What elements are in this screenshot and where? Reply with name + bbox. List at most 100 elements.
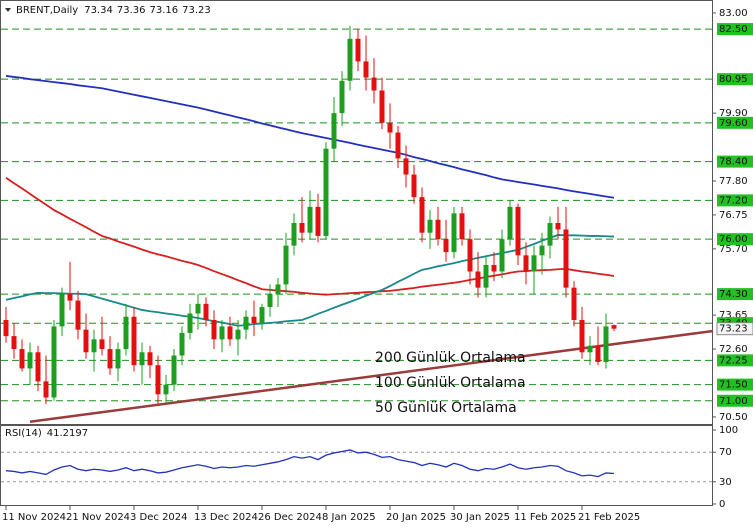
level-label: 79.60 bbox=[719, 118, 748, 129]
rsi-panel bbox=[0, 425, 713, 506]
candle-body bbox=[123, 316, 129, 350]
x-tick-label: 11 Feb 2025 bbox=[514, 512, 576, 523]
candle-body bbox=[75, 300, 81, 330]
level-label: 77.20 bbox=[719, 195, 748, 206]
candle-body bbox=[563, 229, 569, 288]
level-label-box bbox=[717, 354, 753, 367]
price-label: 73.23 bbox=[719, 324, 748, 335]
x-tick-label: 30 Jan 2025 bbox=[450, 512, 510, 523]
candle-body bbox=[315, 206, 321, 236]
y-tick-label: 73.65 bbox=[719, 310, 748, 321]
candle-body bbox=[251, 316, 257, 324]
candle-body bbox=[331, 113, 337, 149]
level-label: 71.00 bbox=[719, 396, 748, 407]
candle-body bbox=[483, 265, 489, 288]
candle-body bbox=[235, 329, 241, 340]
candle-body bbox=[571, 287, 577, 320]
candle-body bbox=[539, 245, 545, 256]
candle-body bbox=[355, 38, 361, 62]
level-label: 80.95 bbox=[719, 74, 748, 85]
candle-body bbox=[275, 284, 281, 295]
candle-body bbox=[115, 349, 121, 369]
candle-body bbox=[267, 294, 273, 308]
x-tick-label: 3 Dec 2024 bbox=[130, 512, 188, 523]
candle-body bbox=[347, 38, 353, 81]
candle-body bbox=[11, 336, 17, 350]
candle-body bbox=[555, 223, 561, 230]
candle-body bbox=[451, 213, 457, 253]
candle-body bbox=[43, 381, 49, 398]
level-label-box bbox=[717, 73, 753, 86]
candle-body bbox=[435, 219, 441, 240]
candle-body bbox=[443, 239, 449, 253]
rsi-header: RSI(14) 41.2197 bbox=[5, 428, 88, 439]
level-label-box bbox=[717, 394, 753, 407]
x-tick-label: 21 Feb 2025 bbox=[578, 512, 640, 523]
legend-entry: 100 Günlük Ortalama bbox=[375, 375, 526, 391]
y-tick-label: 75.70 bbox=[719, 244, 748, 255]
level-label-box bbox=[717, 23, 753, 36]
candle-body bbox=[299, 223, 305, 233]
candle-body bbox=[147, 352, 153, 366]
x-tick-label: 11 Nov 2024 bbox=[2, 512, 66, 523]
candle-body bbox=[3, 319, 9, 337]
candle-body bbox=[195, 303, 201, 314]
y-tick-label: 70.50 bbox=[719, 412, 748, 423]
last-low: 73.16 bbox=[149, 5, 178, 16]
candle-body bbox=[163, 384, 169, 395]
candle-body bbox=[171, 355, 177, 385]
candle-body bbox=[139, 352, 145, 366]
candle-body bbox=[107, 349, 113, 369]
candle-body bbox=[379, 90, 385, 123]
last-open: 73.34 bbox=[84, 5, 113, 16]
candle-body bbox=[531, 255, 537, 272]
level-label-box bbox=[717, 194, 753, 207]
candle-body bbox=[419, 197, 425, 233]
legend-entry: 200 Günlük Ortalama bbox=[375, 350, 526, 366]
candle-body bbox=[491, 265, 497, 272]
candle-body bbox=[323, 148, 329, 236]
level-label: 74.30 bbox=[719, 289, 748, 300]
candle-body bbox=[27, 352, 33, 369]
level-label-box bbox=[717, 233, 753, 246]
candle-body bbox=[155, 365, 161, 395]
level-label-box bbox=[717, 288, 753, 301]
moving-average bbox=[5, 177, 615, 296]
level-label-box bbox=[717, 378, 753, 391]
moving-average bbox=[5, 234, 615, 327]
candle-body bbox=[499, 239, 505, 272]
level-label-box bbox=[717, 116, 753, 129]
candle-body bbox=[179, 332, 185, 356]
y-tick-label: 0 bbox=[719, 499, 725, 510]
candle-body bbox=[515, 206, 521, 256]
candle-body bbox=[307, 206, 313, 233]
candle-body bbox=[227, 326, 233, 340]
candle-body bbox=[187, 313, 193, 333]
rsi-name: RSI(14) bbox=[5, 428, 42, 439]
candle-body bbox=[363, 61, 369, 78]
candle-body bbox=[35, 352, 41, 382]
candle-body bbox=[427, 219, 433, 233]
candle-body bbox=[411, 174, 417, 198]
candle-body bbox=[547, 223, 553, 246]
candle-body bbox=[131, 316, 137, 366]
candle-body bbox=[67, 294, 73, 301]
rsi-line bbox=[5, 449, 615, 478]
candle-body bbox=[523, 255, 529, 272]
level-label: 76.00 bbox=[719, 234, 748, 245]
x-tick-label: 26 Dec 2024 bbox=[258, 512, 322, 523]
candle-body bbox=[291, 223, 297, 246]
candle-body bbox=[587, 345, 593, 353]
candle-body bbox=[603, 326, 609, 362]
candle-body bbox=[403, 158, 409, 175]
candle-body bbox=[83, 329, 89, 353]
y-tick-label: 79.90 bbox=[719, 108, 748, 119]
x-tick-label: 8 Jan 2025 bbox=[322, 512, 376, 523]
candle-body bbox=[91, 339, 97, 353]
rsi-last: 41.2197 bbox=[47, 428, 88, 439]
candle-body bbox=[219, 326, 225, 340]
symbol: BRENT,Daily bbox=[16, 5, 78, 16]
level-label: 78.40 bbox=[719, 157, 748, 168]
candle-body bbox=[243, 316, 249, 330]
